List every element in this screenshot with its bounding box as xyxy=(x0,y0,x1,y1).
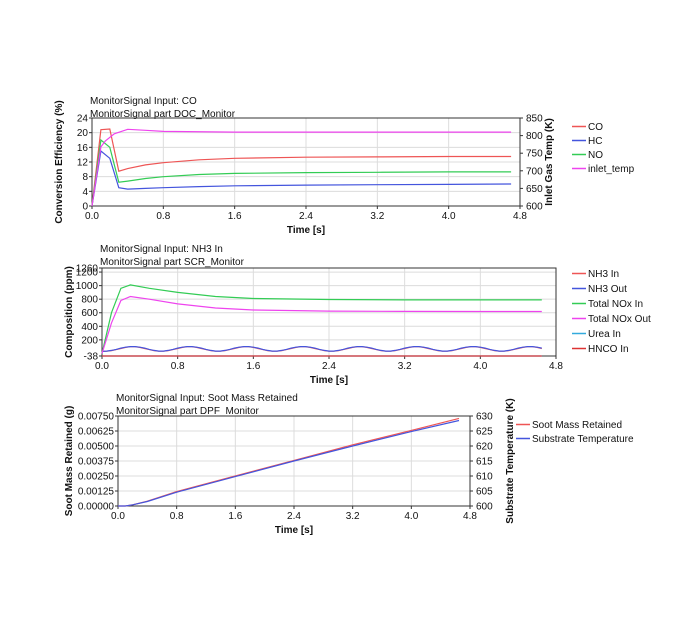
x-tick-label: 2.4 xyxy=(322,361,336,372)
legend-label: Soot Mass Retained xyxy=(532,420,622,431)
x-tick-label: 1.6 xyxy=(246,361,260,372)
y-tick-label: 800 xyxy=(81,295,98,306)
legend-label: NH3 In xyxy=(588,269,619,280)
x-tick-label: 4.8 xyxy=(463,511,477,522)
series-line-no xyxy=(91,138,512,207)
y2-tick-label: 700 xyxy=(526,166,543,177)
y2-tick-label: 625 xyxy=(476,427,493,438)
y2-tick-label: 605 xyxy=(476,487,493,498)
x-axis-label: Time [s] xyxy=(275,525,313,536)
series-line-hc xyxy=(91,149,512,207)
plot-frame xyxy=(91,117,521,207)
y2-tick-label: 630 xyxy=(476,412,493,423)
y-tick-label: 16 xyxy=(77,143,89,154)
chart-panel-1: MonitorSignal Input: CO MonitorSignal par… xyxy=(54,96,635,236)
y-tick-label: 0.00750 xyxy=(78,412,115,423)
y2-tick-label: 600 xyxy=(476,502,493,513)
x-tick-label: 0.8 xyxy=(156,211,170,222)
y-tick-label: 20 xyxy=(77,128,89,139)
legend-label: Total NOx Out xyxy=(588,314,651,325)
legend-label: Substrate Temperature xyxy=(532,434,634,445)
y-tick-label: 0.00500 xyxy=(78,442,115,453)
y-axis-label: Composition (ppm) xyxy=(64,266,75,358)
y-tick-label: 0.00625 xyxy=(78,427,115,438)
chart-panel-2: MonitorSignal Input: NH3 In MonitorSignal… xyxy=(64,244,651,386)
y-tick-label: 12 xyxy=(77,158,89,169)
legend-label: HC xyxy=(588,136,602,147)
y2-tick-label: 600 xyxy=(526,202,543,213)
x-tick-label: 3.2 xyxy=(370,211,384,222)
x-tick-label: 4.0 xyxy=(442,211,456,222)
series-line-substrate-temperature xyxy=(118,419,460,507)
series-line-total-nox-out xyxy=(101,295,542,354)
x-tick-label: 0.0 xyxy=(111,511,125,522)
x-axis-label: Time [s] xyxy=(310,375,348,386)
legend-label: NH3 Out xyxy=(588,284,627,295)
legend-label: HNCO In xyxy=(588,344,629,355)
y-tick-label: 8 xyxy=(82,172,88,183)
y-tick-label: 0.00125 xyxy=(78,487,115,498)
x-tick-label: 2.4 xyxy=(287,511,301,522)
chart-title: MonitorSignal Input: CO xyxy=(90,96,197,107)
chart-subtitle: MonitorSignal part SCR_Monitor xyxy=(100,257,245,268)
series-line-co xyxy=(91,128,512,207)
x-tick-label: 4.0 xyxy=(404,511,418,522)
y2-tick-label: 800 xyxy=(526,131,543,142)
chart-subtitle: MonitorSignal part DPF_Monitor xyxy=(116,406,260,417)
legend-label: CO xyxy=(588,122,603,133)
x-tick-label: 1.6 xyxy=(228,211,242,222)
x-tick-label: 2.4 xyxy=(299,211,313,222)
y-axis-label: Conversion Efficiency (%) xyxy=(54,100,65,223)
series-line-inlet-temp xyxy=(91,128,512,207)
x-tick-label: 4.8 xyxy=(549,361,563,372)
y-tick-label: 600 xyxy=(81,308,98,319)
y-tick-label: -38 xyxy=(84,352,99,363)
y-tick-label: 4 xyxy=(82,187,88,198)
y2-tick-label: 615 xyxy=(476,457,493,468)
chart-title: MonitorSignal Input: NH3 In xyxy=(100,244,223,255)
y-tick-label: 0.00000 xyxy=(78,502,115,513)
chart-panel-3: MonitorSignal Input: Soot Mass Retained M… xyxy=(64,393,634,536)
x-tick-label: 0.0 xyxy=(95,361,109,372)
y2-axis-label: Substrate Temperature (K) xyxy=(505,398,516,523)
y-tick-label: 1200 xyxy=(76,268,99,279)
y-tick-label: 200 xyxy=(81,335,98,346)
chart-title: MonitorSignal Input: Soot Mass Retained xyxy=(116,393,298,404)
y-tick-label: 1260 xyxy=(76,264,99,275)
y2-tick-label: 750 xyxy=(526,149,543,160)
y-tick-label: 1000 xyxy=(76,281,99,292)
x-tick-label: 0.8 xyxy=(170,511,184,522)
y2-tick-label: 850 xyxy=(526,114,543,125)
y-axis-label: Soot Mass Retained (g) xyxy=(64,406,75,517)
x-tick-label: 3.2 xyxy=(398,361,412,372)
y2-tick-label: 620 xyxy=(476,442,493,453)
y-tick-label: 0 xyxy=(82,202,88,213)
y-tick-label: 400 xyxy=(81,322,98,333)
y2-tick-label: 650 xyxy=(526,184,543,195)
legend-label: inlet_temp xyxy=(588,164,635,175)
x-tick-label: 3.2 xyxy=(346,511,360,522)
legend-label: Total NOx In xyxy=(588,299,643,310)
y-tick-label: 0.00375 xyxy=(78,457,115,468)
legend-label: Urea In xyxy=(588,329,621,340)
x-tick-label: 4.8 xyxy=(513,211,527,222)
x-axis-label: Time [s] xyxy=(287,225,325,236)
y2-axis-label: Inlet Gas Temp (K) xyxy=(544,118,555,206)
x-tick-label: 4.0 xyxy=(473,361,487,372)
chart-subtitle: MonitorSignal part DOC_Monitor xyxy=(90,109,236,120)
x-tick-label: 0.0 xyxy=(85,211,99,222)
series-line-nh3-out xyxy=(101,346,542,352)
y-tick-label: 24 xyxy=(77,114,89,125)
y2-tick-label: 610 xyxy=(476,472,493,483)
series-line-total-nox-in xyxy=(101,284,542,354)
x-tick-label: 0.8 xyxy=(171,361,185,372)
legend-label: NO xyxy=(588,150,603,161)
x-tick-label: 1.6 xyxy=(228,511,242,522)
plot-frame xyxy=(117,415,471,507)
y-tick-label: 0.00250 xyxy=(78,472,115,483)
